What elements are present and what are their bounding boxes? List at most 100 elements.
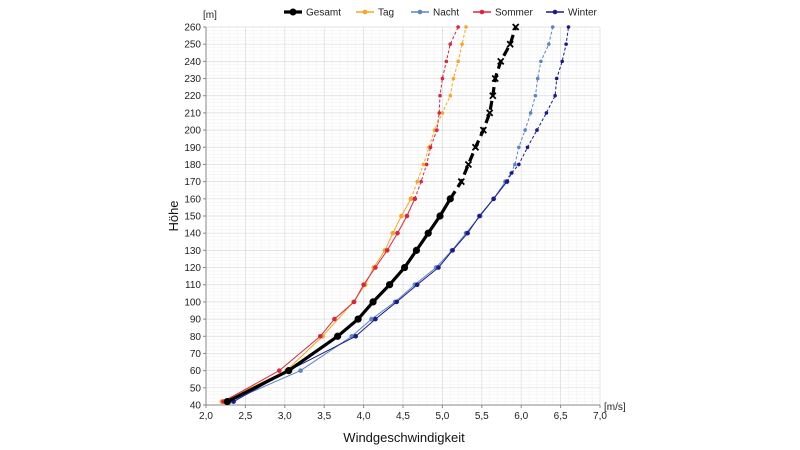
data-point xyxy=(497,57,505,65)
y-tick-label: 60 xyxy=(190,366,202,377)
y-tick-label: 210 xyxy=(184,108,201,119)
data-point xyxy=(394,299,399,305)
data-point xyxy=(395,230,400,236)
data-point xyxy=(465,230,470,236)
data-point xyxy=(564,42,568,46)
series-line-dashed-nacht xyxy=(504,26,554,182)
x-tick-label: 4,5 xyxy=(396,411,410,422)
y-axis-title: Höhe xyxy=(166,200,181,231)
series-line-dashed-sommer xyxy=(414,26,459,199)
data-point xyxy=(477,213,482,219)
series-winter xyxy=(231,25,571,404)
data-point xyxy=(509,171,514,175)
data-point xyxy=(436,265,441,270)
grid xyxy=(205,26,601,406)
axes: 2,0 2,5 3,0 3,5 4,0 4,5 5,0 5,5 6,0 6,5 7,0 40 50 60 7… xyxy=(184,23,607,423)
data-point xyxy=(504,179,510,184)
data-point xyxy=(351,299,357,305)
x-tick-label: 7,0 xyxy=(593,411,607,422)
x-tick-label: 6,5 xyxy=(554,411,568,422)
y-tick-label: 80 xyxy=(190,332,202,343)
y-tick-label: 180 xyxy=(184,160,201,171)
y-unit-label: [m] xyxy=(203,10,217,21)
data-point xyxy=(544,111,549,115)
data-point xyxy=(464,160,473,169)
data-point xyxy=(512,23,520,31)
x-tick-label: 2,5 xyxy=(238,411,252,422)
data-point xyxy=(436,212,444,220)
legend-swatch-marker xyxy=(417,9,423,15)
data-point xyxy=(444,59,449,64)
data-point xyxy=(332,316,337,322)
data-point xyxy=(491,74,499,83)
legend-item-nacht: Nacht xyxy=(411,8,459,19)
y-tick-label: 150 xyxy=(184,212,201,223)
y-tick-label: 120 xyxy=(184,263,201,274)
data-point xyxy=(412,196,418,202)
y-tick-label: 50 xyxy=(190,383,202,394)
data-point xyxy=(353,333,359,339)
data-point xyxy=(414,282,420,288)
data-point xyxy=(479,126,488,134)
x-unit-label: [m/s] xyxy=(604,402,626,413)
x-tick-label: 3,5 xyxy=(317,411,331,422)
data-point xyxy=(464,25,468,29)
y-tick-label: 110 xyxy=(185,280,201,291)
data-point xyxy=(399,213,404,219)
legend-swatch-marker xyxy=(289,8,297,16)
legend-item-tag: Tag xyxy=(356,8,394,19)
data-point xyxy=(285,367,293,375)
data-point xyxy=(369,316,374,322)
data-point xyxy=(546,42,551,46)
data-point xyxy=(386,281,394,289)
data-point xyxy=(421,162,426,167)
series-line-dashed-winter xyxy=(506,26,569,182)
data-point xyxy=(517,145,521,150)
y-tick-label: 190 xyxy=(184,143,201,154)
data-point xyxy=(400,263,409,272)
data-point xyxy=(489,92,497,100)
legend-swatch-marker xyxy=(552,9,558,15)
y-tick-label: 160 xyxy=(184,194,201,205)
y-tick-label: 100 xyxy=(184,297,201,308)
data-point xyxy=(554,76,559,81)
data-point xyxy=(408,196,414,202)
data-point xyxy=(525,145,530,150)
data-point xyxy=(415,179,419,184)
legend-swatch-marker xyxy=(362,9,368,15)
data-point xyxy=(533,93,538,98)
data-point xyxy=(298,368,303,373)
data-point xyxy=(446,195,454,203)
y-tick-label: 90 xyxy=(190,315,202,326)
data-point xyxy=(424,229,432,237)
legend-item-sommer: Sommer xyxy=(473,8,533,19)
data-point xyxy=(276,368,282,373)
data-point xyxy=(390,230,396,236)
data-point xyxy=(457,177,465,186)
data-point xyxy=(223,397,231,406)
legend-item-gesamt: Gesamt xyxy=(284,8,341,19)
legend-label: Gesamt xyxy=(306,8,341,19)
series-line-solid-nacht xyxy=(229,181,506,403)
data-point xyxy=(451,76,456,81)
data-point xyxy=(528,111,533,115)
data-point xyxy=(440,111,445,115)
data-point xyxy=(428,145,433,150)
data-point xyxy=(317,333,323,339)
data-point xyxy=(412,246,420,254)
data-point xyxy=(535,128,539,132)
data-point xyxy=(550,25,555,29)
series-sommer xyxy=(221,25,460,404)
legend-swatch-marker xyxy=(479,9,485,15)
data-point xyxy=(424,162,429,167)
x-tick-label: 5,5 xyxy=(475,411,489,422)
data-point xyxy=(517,162,521,167)
legend-label: Nacht xyxy=(433,8,459,19)
y-tick-label: 260 xyxy=(184,23,201,34)
data-point xyxy=(491,196,496,202)
y-tick-label: 130 xyxy=(184,246,201,257)
x-tick-label: 5,0 xyxy=(435,411,449,422)
data-point xyxy=(456,59,460,64)
series-gesamt xyxy=(223,23,520,406)
